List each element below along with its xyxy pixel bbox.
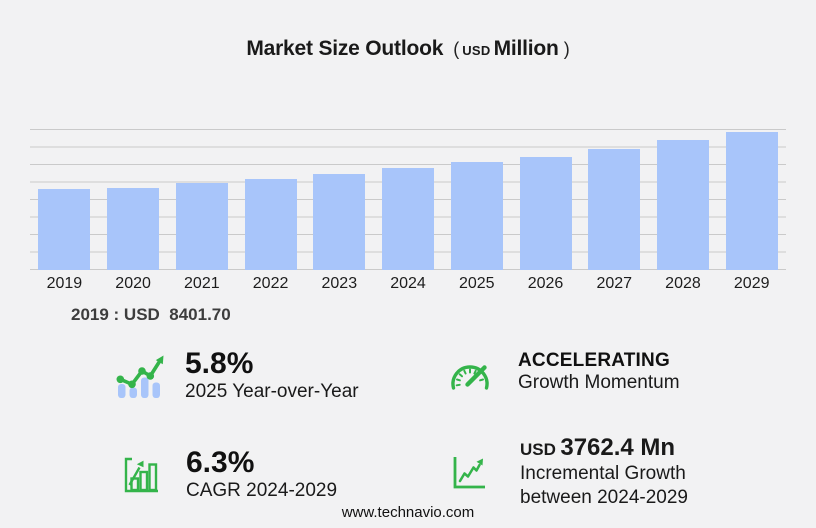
bar-chart — [30, 129, 786, 270]
x-axis-label-2028: 2028 — [665, 275, 701, 292]
stat-cagr-text: 6.3% CAGR 2024-2029 — [186, 447, 337, 503]
x-axis-label-2029: 2029 — [733, 275, 770, 292]
website-url: www.technavio.com — [341, 504, 475, 521]
x-axis-label-2027: 2027 — [596, 275, 633, 292]
bar-slot-2025 — [442, 129, 511, 270]
x-axis-label-2025: 2025 — [458, 275, 495, 292]
stat-momentum-text: ACCELERATING Growth Momentum — [518, 350, 680, 395]
page-title: Market Size Outlook (USD Million) — [0, 38, 816, 59]
stat-incremental-currency: USD — [520, 440, 556, 459]
bar-slot-2027 — [580, 129, 649, 270]
stat-incremental-label-2: between 2024-2029 — [520, 486, 688, 508]
x-axis-label-2024: 2024 — [390, 275, 426, 292]
stat-momentum-label: Growth Momentum — [518, 372, 680, 394]
title-paren-close: ) — [563, 39, 570, 59]
x-axis-label-2026: 2026 — [527, 275, 564, 292]
stat-yoy-value: 5.8% — [185, 347, 254, 380]
bar-2028 — [656, 140, 709, 270]
bar-2019 — [38, 188, 91, 270]
bar-slot-2021 — [167, 129, 236, 270]
bar-slot-2020 — [99, 129, 168, 270]
x-axis-label-2020: 2020 — [115, 275, 151, 292]
x-axis-label-2019: 2019 — [46, 275, 83, 292]
stat-yoy-label: 2025 Year-over-Year — [185, 380, 359, 402]
bar-slot-2023 — [305, 129, 374, 270]
x-axis-label-2023: 2023 — [321, 275, 358, 292]
bar-2022 — [244, 178, 297, 270]
title-unit-prefix: USD — [462, 43, 491, 58]
stat-incremental-value: USD 3762.4 Mn — [520, 434, 688, 462]
bar-slot-2029 — [717, 129, 786, 270]
bar-slot-2022 — [236, 129, 305, 270]
stat-incremental: USD 3762.4 Mn Incremental Growth between… — [452, 434, 688, 510]
stat-momentum-value: ACCELERATING — [518, 350, 670, 371]
stat-cagr-value: 6.3% — [186, 446, 255, 479]
x-axis-label-2021: 2021 — [184, 275, 220, 292]
bar-2024 — [382, 168, 435, 270]
stat-yoy: 5.8% 2025 Year-over-Year — [112, 348, 359, 404]
bar-2026 — [519, 156, 572, 270]
x-axis-label-2022: 2022 — [252, 275, 289, 292]
bar-trend-icon — [116, 355, 164, 398]
stat-yoy-text: 5.8% 2025 Year-over-Year — [185, 348, 359, 404]
stat-incremental-label-1: Incremental Growth — [520, 463, 686, 484]
bar-2027 — [588, 148, 641, 270]
bar-2029 — [725, 132, 778, 270]
gauge-icon — [451, 365, 489, 390]
title-paren-open: ( — [453, 39, 460, 59]
line-chart-icon — [453, 456, 485, 489]
stat-cagr: 6.3% CAGR 2024-2029 — [124, 447, 337, 503]
bar-2021 — [175, 183, 228, 270]
bar-slot-2028 — [649, 129, 718, 270]
bar-slot-2024 — [374, 129, 443, 270]
title-text: Market Size Outlook — [246, 37, 444, 60]
title-unit: Million — [493, 37, 559, 60]
bar-2023 — [313, 174, 366, 270]
base-year-note: 2019 : USD 8401.70 — [71, 305, 231, 324]
stat-cagr-label: CAGR 2024-2029 — [186, 479, 338, 501]
bars-container — [30, 129, 786, 270]
bar-slot-2019 — [30, 129, 99, 270]
bar-2025 — [450, 162, 503, 270]
bar-growth-icon — [124, 457, 158, 493]
x-axis-labels: 2019 2020 2021 2022 2023 2024 2025 2026 2027 2028… — [30, 275, 786, 293]
bar-slot-2026 — [511, 129, 580, 270]
stat-incremental-amount: 3762.4 Mn — [560, 434, 676, 461]
bar-2020 — [107, 187, 160, 270]
stat-incremental-text: USD 3762.4 Mn Incremental Growth between… — [520, 434, 688, 510]
stat-momentum: ACCELERATING Growth Momentum — [448, 350, 680, 395]
